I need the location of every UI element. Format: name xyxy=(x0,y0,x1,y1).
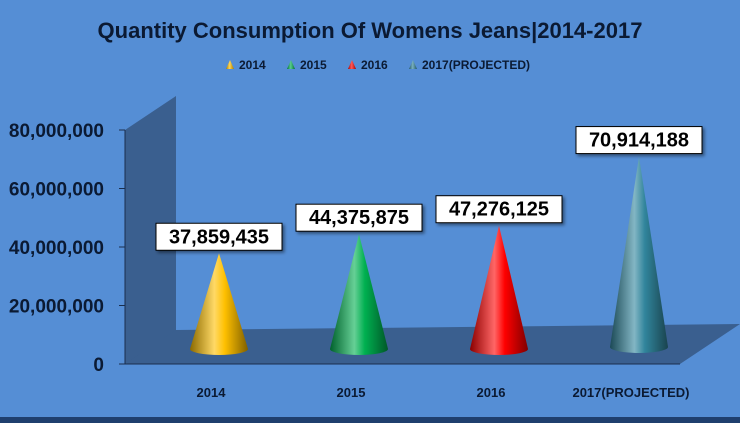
data-label: 44,375,875 xyxy=(295,203,423,232)
legend-swatch xyxy=(348,60,356,69)
cone-2016 xyxy=(470,225,528,355)
legend-label: 2014 xyxy=(239,58,266,72)
cone-2015 xyxy=(330,234,388,355)
data-label: 70,914,188 xyxy=(575,126,703,155)
data-label-text: 44,375,875 xyxy=(309,207,409,229)
legend-swatch xyxy=(409,60,417,69)
x-category-label: 2015 xyxy=(337,385,366,400)
cone-2014 xyxy=(190,253,248,355)
data-labels: 37,859,435 44,375,875 47,276,125 70,914,188 xyxy=(155,126,703,251)
legend-label: 2015 xyxy=(300,58,327,72)
data-label-box xyxy=(155,222,283,251)
y-tick-label: 20,000,000 xyxy=(9,297,104,318)
x-category-label: 2017(PROJECTED) xyxy=(572,385,689,400)
category-labels: 2014 2015 2016 2017(PROJECTED) xyxy=(197,385,690,400)
data-label: 47,276,125 xyxy=(435,195,563,224)
y-tick-label: 60,000,000 xyxy=(9,180,104,201)
chart-title: Quantity Consumption Of Womens Jeans|201… xyxy=(98,18,643,43)
floor xyxy=(125,324,740,364)
data-label-text: 70,914,188 xyxy=(589,130,689,152)
data-label-box xyxy=(435,195,563,224)
legend: 2014 2015 2016 2017(PROJECTED) xyxy=(226,58,530,72)
cone-series xyxy=(190,156,668,355)
data-label-box xyxy=(575,126,703,155)
legend-label: 2017(PROJECTED) xyxy=(422,58,530,72)
back-wall xyxy=(125,96,176,364)
data-label-box xyxy=(295,203,423,232)
legend-swatch xyxy=(287,60,295,69)
y-axis-ticks: 0 20,000,000 40,000,000 60,000,000 80,000,00… xyxy=(9,121,125,376)
chart-bottom-shadow xyxy=(0,417,740,423)
data-label-text: 37,859,435 xyxy=(169,226,269,248)
x-category-label: 2016 xyxy=(477,385,506,400)
y-tick-label: 0 xyxy=(93,355,104,376)
data-label: 37,859,435 xyxy=(155,222,283,251)
legend-swatch xyxy=(226,60,234,69)
data-label-text: 47,276,125 xyxy=(449,199,549,221)
cone-2017-projected xyxy=(610,156,668,353)
y-tick-label: 80,000,000 xyxy=(9,121,104,142)
y-tick-label: 40,000,000 xyxy=(9,238,104,259)
legend-label: 2016 xyxy=(361,58,388,72)
x-category-label: 2014 xyxy=(197,385,227,400)
